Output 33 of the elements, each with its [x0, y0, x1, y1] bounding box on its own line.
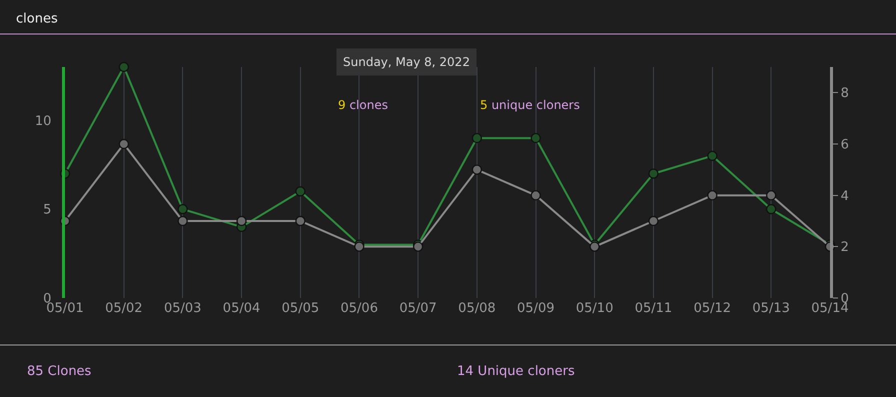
x-tick-label: 05/05 — [282, 301, 320, 316]
y2-tick-label: 4 — [840, 188, 849, 204]
x-tick-label: 05/04 — [222, 301, 260, 316]
y-tick-label: 10 — [34, 114, 52, 129]
point — [707, 190, 718, 200]
x-tick-label: 05/08 — [458, 301, 496, 316]
text: 85 Clones — [27, 364, 92, 379]
x-tick-label: 05/03 — [164, 301, 202, 316]
x-tick-label: 05/10 — [576, 301, 614, 316]
annotation: 5 unique cloners — [480, 98, 580, 112]
text: 14 Unique cloners — [457, 364, 575, 379]
y-tick-label: 5 — [43, 202, 52, 218]
x-tick-label: 05/12 — [694, 301, 732, 316]
x-tick-label: 05/07 — [399, 301, 437, 316]
x-tick-label: 05/06 — [340, 301, 378, 316]
point — [236, 216, 247, 226]
y2-tick-label: 8 — [840, 86, 849, 102]
y2-tick-label: 6 — [840, 138, 849, 153]
point — [766, 190, 776, 200]
y2-tick-label: 2 — [840, 240, 849, 256]
annotation: Sunday, May 8, 2022 — [343, 55, 470, 69]
point — [118, 138, 129, 150]
chart-title: clones — [16, 12, 58, 27]
point — [472, 164, 482, 175]
point — [530, 190, 541, 200]
x-tick-label: 05/13 — [752, 301, 790, 316]
point — [295, 216, 306, 226]
x-tick-label: 05/09 — [517, 301, 555, 316]
x-tick-label: 05/11 — [634, 301, 672, 316]
point — [648, 216, 659, 226]
point — [178, 216, 188, 226]
annotation: 9 clones — [338, 98, 388, 112]
x-tick-label: 05/02 — [105, 301, 143, 316]
